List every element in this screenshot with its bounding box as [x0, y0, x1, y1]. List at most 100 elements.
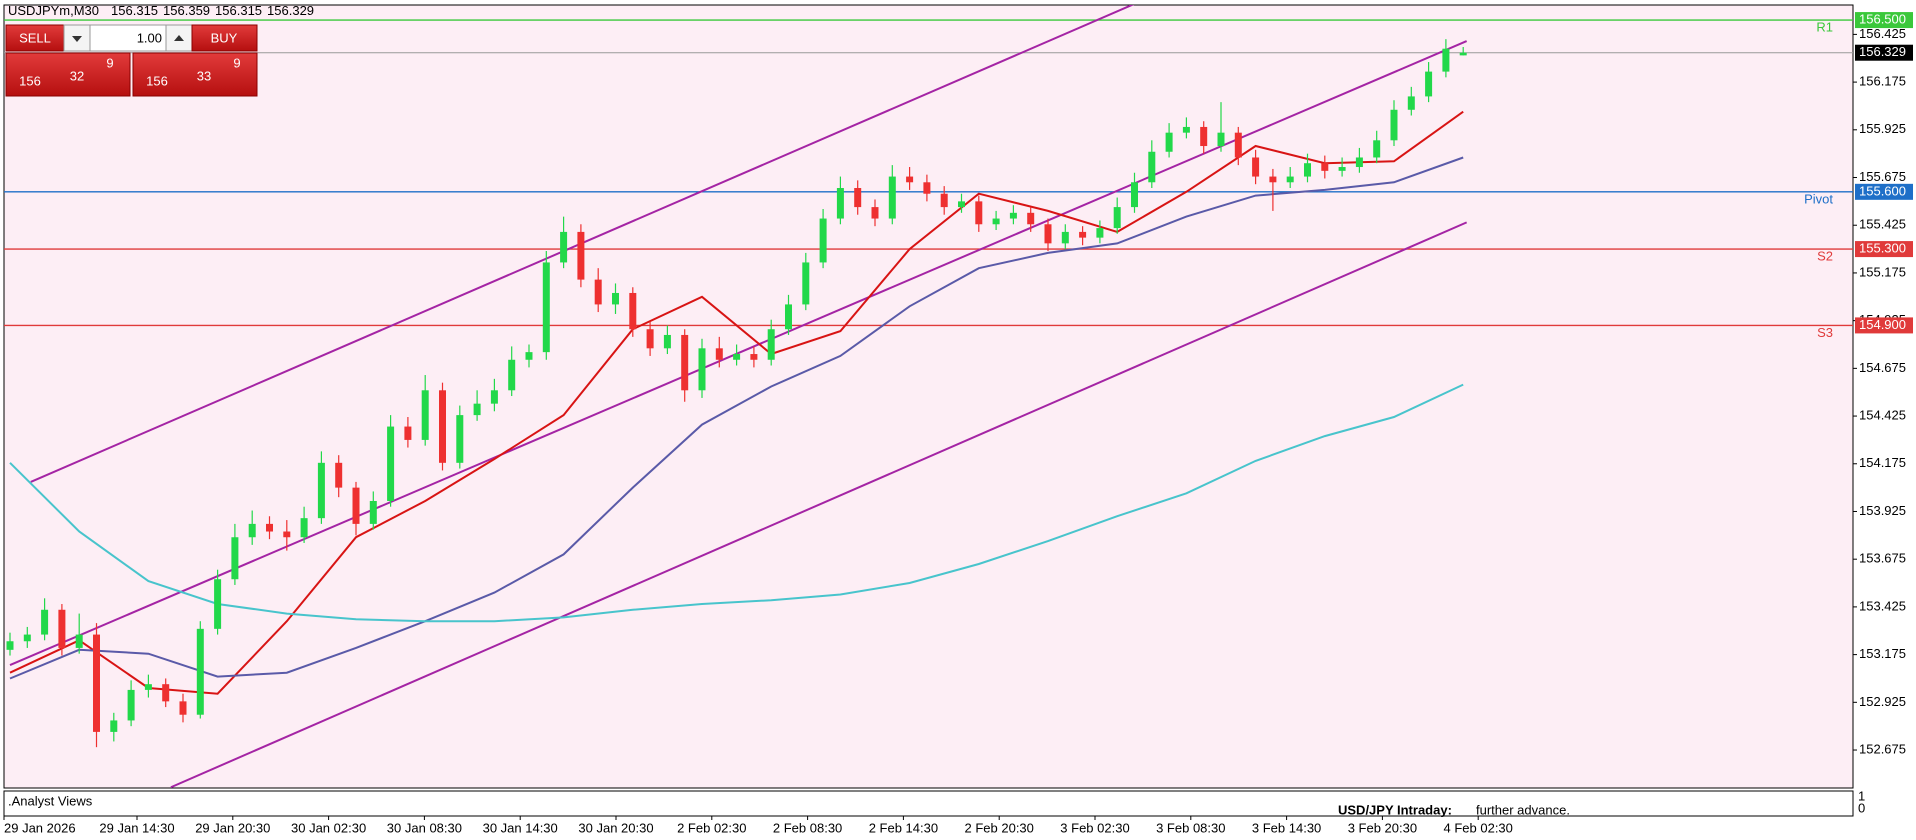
- candle-body: [802, 262, 810, 305]
- indicator-axis-label: 0: [1858, 800, 1865, 815]
- plot-area: [3, 4, 1854, 789]
- level-box: [1855, 183, 1913, 200]
- candle-body: [1148, 151, 1156, 183]
- candle-body: [421, 390, 429, 440]
- candle-body: [1234, 132, 1242, 158]
- chart-header: USDJPYm,M30 156.315 156.359 156.315 156.329: [8, 3, 314, 18]
- candle-body: [1390, 109, 1398, 141]
- y-tick-label: 153.425: [1859, 598, 1906, 613]
- sell-price-fraction: 9: [106, 55, 113, 70]
- moving-average: [9, 110, 1464, 695]
- candle-body: [1027, 212, 1035, 225]
- x-tick-label: 4 Feb 02:30: [1444, 820, 1513, 835]
- indicator-axis-label: 1: [1858, 788, 1865, 803]
- indicator-title: .Analyst Views: [8, 793, 93, 808]
- level-name: Pivot: [1804, 191, 1833, 206]
- buy-price-box[interactable]: [132, 52, 258, 97]
- candle-body: [317, 462, 325, 519]
- x-tick-label: 30 Jan 02:30: [291, 820, 366, 835]
- level-box: [1855, 241, 1913, 258]
- candle-body: [23, 634, 31, 642]
- plot-layer: [4, 5, 1853, 788]
- level-name: R1: [1816, 20, 1833, 35]
- y-tick-label: 152.925: [1859, 694, 1906, 709]
- candle-body: [439, 390, 446, 463]
- candle-body: [629, 292, 637, 330]
- candle-body: [6, 641, 14, 650]
- open: 156.315: [111, 3, 158, 18]
- y-tick-label: 156.425: [1859, 26, 1906, 41]
- candle-body: [1131, 182, 1138, 208]
- candle-body: [369, 500, 377, 524]
- y-tick-label: 154.175: [1859, 455, 1906, 470]
- y-tick-label: 153.175: [1859, 646, 1906, 661]
- candle-body: [1113, 207, 1121, 229]
- candle-body: [1079, 231, 1087, 238]
- high: 156.359: [163, 3, 210, 18]
- candle-body: [473, 403, 481, 416]
- candle-body: [162, 684, 170, 702]
- candle-body: [871, 207, 879, 219]
- y-tick-label: 153.675: [1859, 551, 1906, 566]
- last-price-box: [1855, 44, 1913, 61]
- candle-body: [283, 531, 291, 538]
- level-name: S2: [1817, 249, 1833, 264]
- buy-label[interactable]: BUY: [211, 30, 238, 45]
- buy-button[interactable]: [191, 24, 258, 52]
- candle-body: [940, 193, 948, 208]
- candle-body: [1373, 140, 1381, 158]
- y-tick-label: 155.425: [1859, 217, 1906, 232]
- level-box: [1855, 12, 1913, 29]
- x-tick-label: 29 Jan 20:30: [195, 820, 270, 835]
- candle-body: [1286, 176, 1294, 183]
- candle-body: [41, 609, 49, 635]
- x-tick-label: 3 Feb 20:30: [1348, 820, 1417, 835]
- x-tick-label: 30 Jan 14:30: [483, 820, 558, 835]
- candle-body: [490, 390, 498, 404]
- candle-body: [594, 279, 602, 305]
- x-tick-label: 2 Feb 08:30: [773, 820, 842, 835]
- x-tick-label: 29 Jan 14:30: [99, 820, 174, 835]
- candle-body: [404, 426, 412, 440]
- candle-body: [975, 201, 983, 225]
- volume-value: 1.00: [137, 30, 162, 45]
- candle-body: [542, 262, 550, 353]
- candle-body: [1009, 212, 1017, 219]
- sell-label[interactable]: SELL: [19, 30, 51, 45]
- level-box: [1855, 317, 1913, 334]
- sell-price-box[interactable]: [5, 52, 131, 97]
- candle-body: [1355, 157, 1363, 168]
- level-label: 154.900: [1859, 317, 1906, 332]
- candle-body: [1425, 71, 1433, 97]
- indicator-pane: .Analyst Views USD/JPY Intraday: further…: [3, 788, 1865, 817]
- candle-body: [698, 348, 706, 391]
- candle-body: [577, 231, 585, 280]
- y-tick-label: 155.175: [1859, 264, 1906, 279]
- candle-body: [352, 487, 360, 524]
- volume-input[interactable]: [89, 24, 167, 52]
- buy-price-big: 156: [146, 73, 168, 88]
- moving-average: [9, 156, 1464, 680]
- candle-body: [1044, 224, 1052, 244]
- candle-body: [1407, 96, 1415, 110]
- y-tick-label: 156.175: [1859, 74, 1906, 89]
- close: 156.329: [267, 3, 314, 18]
- indicator-headline: USD/JPY Intraday:: [1338, 802, 1452, 817]
- candle-body: [733, 354, 741, 360]
- buy-price-pips: 33: [197, 68, 211, 83]
- candle-body: [196, 628, 204, 715]
- candle-body: [992, 218, 1000, 225]
- x-tick-label: 30 Jan 20:30: [578, 820, 653, 835]
- candle-body: [144, 684, 152, 690]
- candle-body: [127, 689, 135, 721]
- candle-body: [248, 523, 256, 538]
- candle-body: [1442, 48, 1450, 72]
- trade-panel: SELL 1.00 BUY 156 32 9 156 33 9: [5, 24, 258, 97]
- indicator-frame: [3, 790, 1854, 817]
- candle-body: [888, 176, 896, 219]
- candle-body: [750, 354, 758, 360]
- x-tick-label: 3 Feb 14:30: [1252, 820, 1321, 835]
- candle-body: [819, 218, 827, 263]
- candle-body: [1252, 157, 1260, 177]
